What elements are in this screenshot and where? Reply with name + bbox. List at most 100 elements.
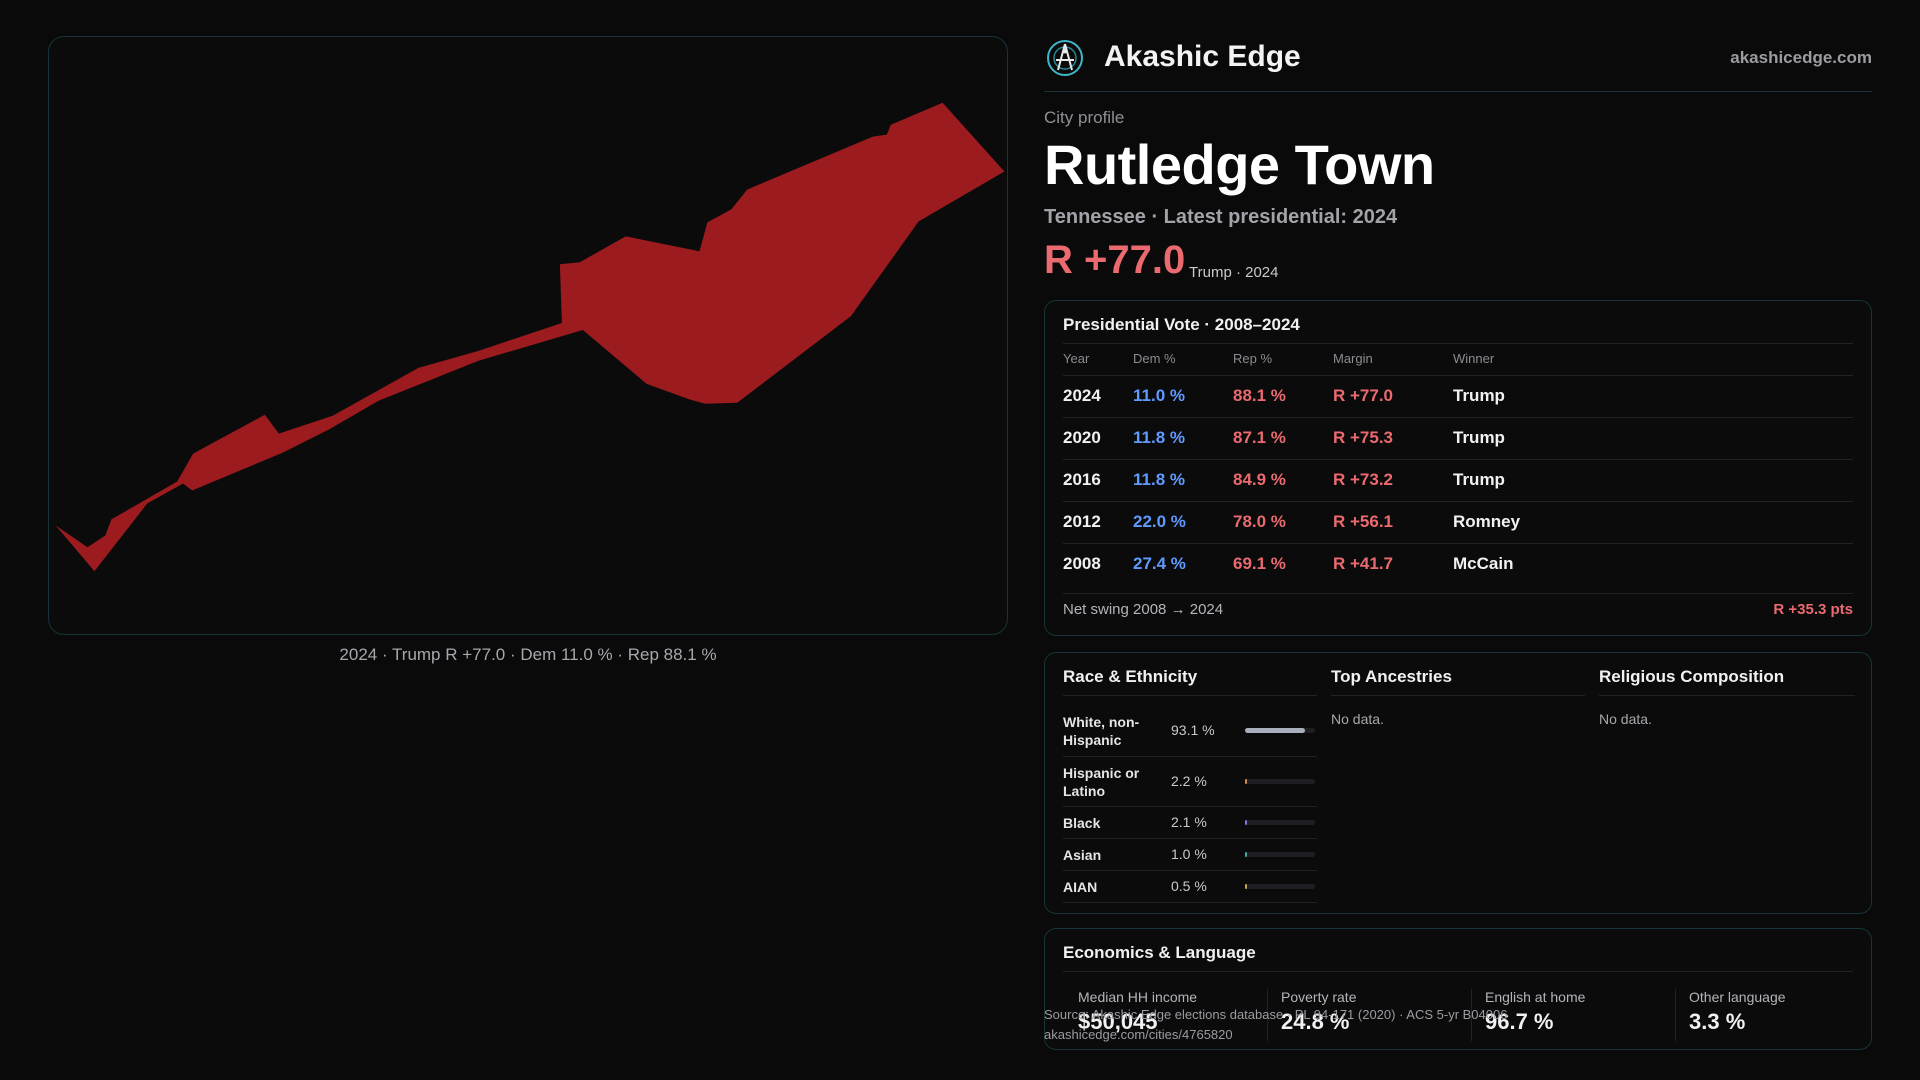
- dem-cell: 27.4 %: [1133, 554, 1186, 573]
- winner-cell: Trump: [1453, 428, 1505, 447]
- metric-value: 96.7 %: [1485, 1009, 1554, 1034]
- metric-poverty-rate: Poverty rate 24.8 %: [1281, 989, 1356, 1035]
- rep-cell: 69.1 %: [1233, 554, 1286, 573]
- race-label: Black: [1063, 815, 1101, 831]
- race-bar-fill: [1245, 820, 1247, 825]
- year-cell: 2024: [1063, 386, 1101, 405]
- site-link[interactable]: akashicedge.com: [1730, 48, 1872, 67]
- economics-card-title: Economics & Language: [1063, 943, 1256, 962]
- table-row: 2012 22.0 % 78.0 % R +56.1 Romney: [1063, 501, 1853, 543]
- metric-label: Poverty rate: [1281, 989, 1357, 1005]
- dem-cell: 11.8 %: [1133, 428, 1185, 447]
- margin-cell: R +56.1: [1333, 512, 1394, 531]
- net-swing-label: Net swing 2008 → 2024: [1063, 601, 1224, 618]
- metric-label: Other language: [1689, 989, 1786, 1005]
- race-bar: [1245, 852, 1315, 857]
- map-caption: 2024 · Trump R +77.0 · Dem 11.0 % · Rep …: [339, 645, 717, 664]
- race-bar: [1245, 728, 1315, 733]
- table-row: 2024 11.0 % 88.1 % R +77.0 Trump: [1063, 375, 1853, 417]
- rep-cell: 78.0 %: [1233, 512, 1286, 531]
- race-label: Asian: [1063, 847, 1102, 863]
- race-bar-fill: [1245, 852, 1247, 857]
- compass-globe-icon[interactable]: [1046, 39, 1084, 77]
- year-cell: 2008: [1063, 554, 1101, 573]
- divider: [1063, 971, 1853, 972]
- col-header-rep: Rep %: [1233, 351, 1273, 366]
- divider: [1063, 593, 1853, 594]
- app-header: Akashic Edge akashicedge.com: [1044, 36, 1872, 92]
- race-bar: [1245, 884, 1315, 889]
- top-ancestries-title: Top Ancestries: [1331, 667, 1452, 686]
- divider: [1063, 695, 1317, 696]
- race-row-hispanic: Hispanic or Latino 2.2 %: [1063, 757, 1317, 807]
- page-kicker: City profile: [1044, 108, 1125, 127]
- col-header-dem: Dem %: [1133, 351, 1176, 366]
- latest-margin: R +77.0: [1044, 238, 1186, 282]
- divider: [1267, 989, 1268, 1041]
- economics-language-card: Economics & Language Median HH income $5…: [1044, 928, 1872, 1050]
- dem-cell: 22.0 %: [1133, 512, 1186, 531]
- page-title: Rutledge Town: [1044, 133, 1435, 196]
- margin-cell: R +77.0: [1333, 386, 1394, 405]
- race-value: 1.0 %: [1171, 846, 1207, 862]
- table-row: 2016 11.8 % 84.9 % R +73.2 Trump: [1063, 459, 1853, 501]
- year-cell: 2020: [1063, 428, 1101, 447]
- race-bar-fill: [1245, 779, 1247, 784]
- race-label: Hispanic or Latino: [1063, 765, 1140, 799]
- metric-label: Median HH income: [1078, 989, 1198, 1005]
- divider: [1063, 343, 1853, 344]
- margin-cell: R +73.2: [1333, 470, 1394, 489]
- race-value: 2.2 %: [1171, 773, 1207, 789]
- metric-value: $50,045: [1078, 1009, 1158, 1034]
- source-text: Source: Akashic Edge elections database …: [1044, 1007, 1508, 1022]
- source-url[interactable]: akashicedge.com/cities/4765820: [1044, 1027, 1233, 1042]
- race-bar-fill: [1245, 728, 1305, 733]
- race-row-asian: Asian 1.0 %: [1063, 839, 1317, 871]
- winner-cell: Romney: [1453, 512, 1521, 531]
- city-boundary-shape[interactable]: [55, 102, 1005, 572]
- race-value: 0.5 %: [1171, 878, 1207, 894]
- demographics-card: Race & Ethnicity White, non-Hispanic 93.…: [1044, 652, 1872, 914]
- city-map-panel[interactable]: [48, 36, 1008, 635]
- table-row: 2020 11.8 % 87.1 % R +75.3 Trump: [1063, 417, 1853, 459]
- divider: [1675, 989, 1676, 1041]
- divider: [1331, 695, 1585, 696]
- metric-median-income: Median HH income $50,045: [1078, 989, 1197, 1035]
- metric-value: 3.3 %: [1689, 1009, 1746, 1034]
- year-cell: 2012: [1063, 512, 1101, 531]
- winner-cell: McCain: [1453, 554, 1514, 573]
- winner-cell: Trump: [1453, 386, 1505, 405]
- divider: [1471, 989, 1472, 1041]
- rep-cell: 88.1 %: [1233, 386, 1286, 405]
- race-bar: [1245, 820, 1315, 825]
- year-cell: 2016: [1063, 470, 1101, 489]
- race-bar-fill: [1245, 884, 1247, 889]
- race-ethnicity-title: Race & Ethnicity: [1063, 667, 1198, 686]
- race-label: White, non-Hispanic: [1063, 714, 1140, 748]
- source-note: Source: Akashic Edge elections database …: [1044, 1005, 1507, 1045]
- rep-cell: 87.1 %: [1233, 428, 1286, 447]
- race-row-black: Black 2.1 %: [1063, 807, 1317, 839]
- race-bar: [1245, 779, 1315, 784]
- latest-margin-note: Trump · 2024: [1189, 264, 1279, 281]
- divider: [1599, 695, 1855, 696]
- religious-composition-title: Religious Composition: [1599, 667, 1785, 686]
- metric-english-at-home: English at home 96.7 %: [1485, 989, 1585, 1035]
- col-header-margin: Margin: [1333, 351, 1373, 366]
- margin-cell: R +75.3: [1333, 428, 1394, 447]
- metric-label: English at home: [1485, 989, 1586, 1005]
- brand-name[interactable]: Akashic Edge: [1104, 40, 1301, 73]
- winner-cell: Trump: [1453, 470, 1505, 489]
- col-header-winner: Winner: [1453, 351, 1495, 366]
- metric-value: 24.8 %: [1281, 1009, 1350, 1034]
- page-subtitle: Tennessee · Latest presidential: 2024: [1044, 206, 1398, 228]
- dem-cell: 11.0 %: [1133, 386, 1185, 405]
- race-value: 93.1 %: [1171, 722, 1215, 738]
- city-boundary-map: [55, 102, 1005, 572]
- col-header-year: Year: [1063, 351, 1090, 366]
- ancestries-empty-text: No data.: [1331, 711, 1384, 727]
- race-row-white: White, non-Hispanic 93.1 %: [1063, 705, 1317, 757]
- vote-card-title: Presidential Vote · 2008–2024: [1063, 315, 1300, 334]
- race-label: AIAN: [1063, 879, 1098, 895]
- margin-cell: R +41.7: [1333, 554, 1394, 573]
